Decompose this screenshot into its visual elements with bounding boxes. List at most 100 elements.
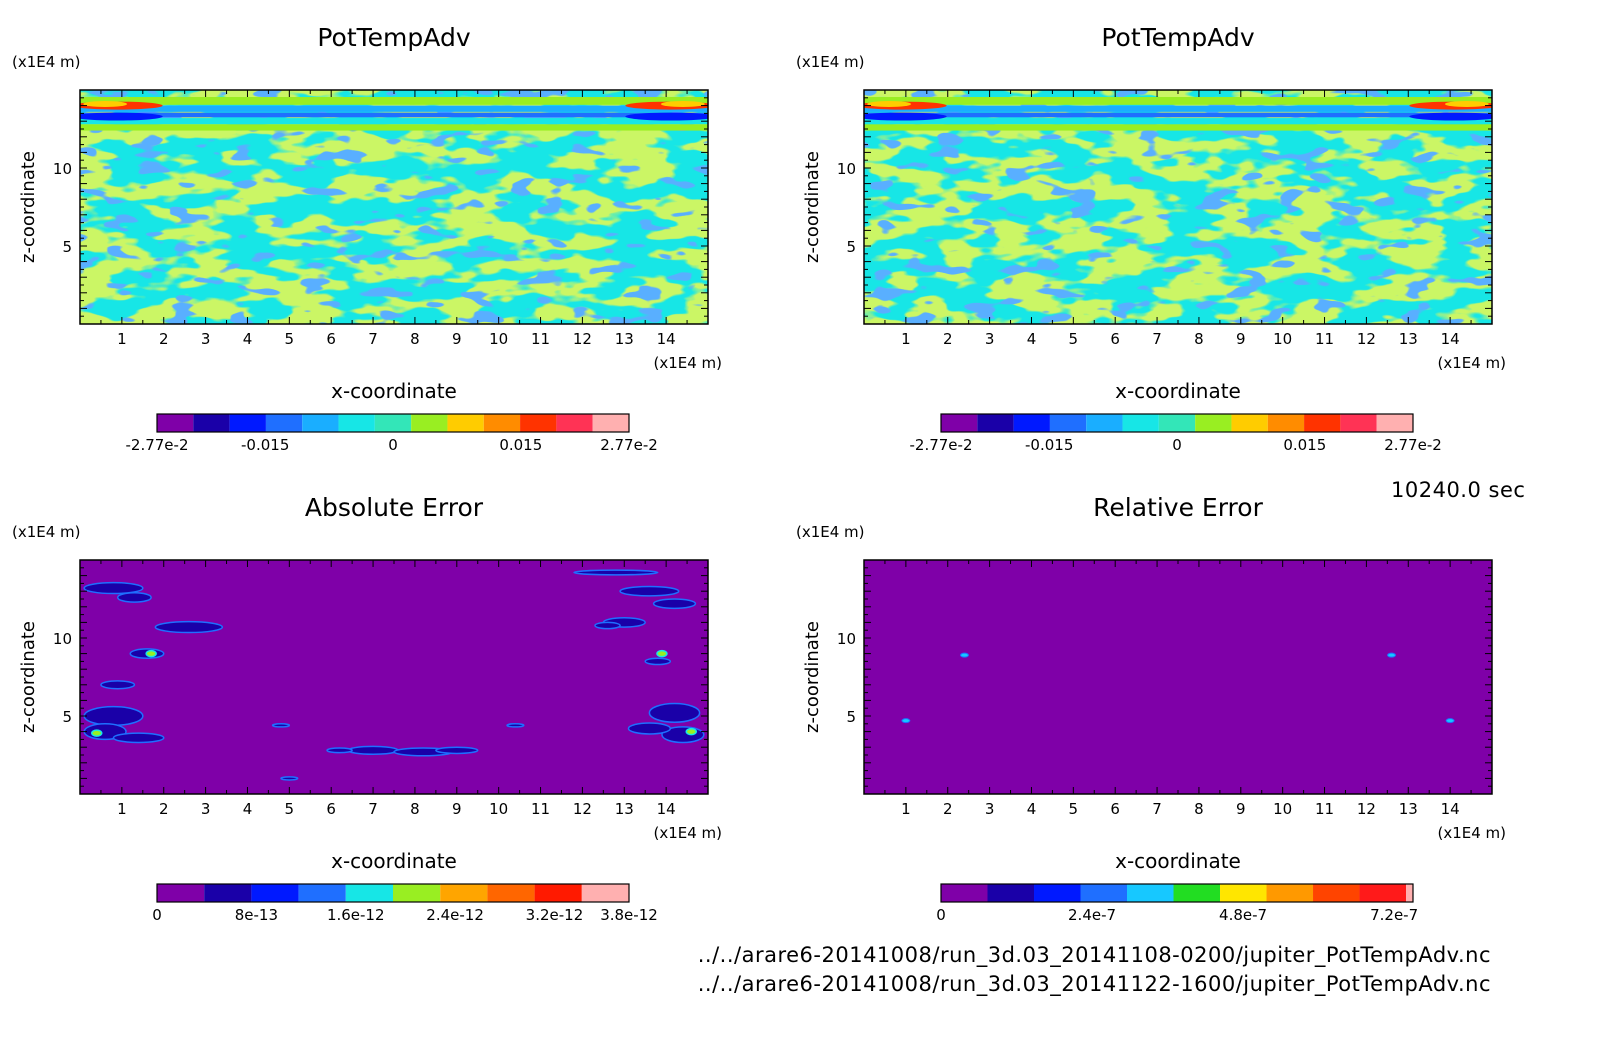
colorbar-box <box>229 414 266 432</box>
error-background <box>80 560 708 794</box>
z-tick-label: 10 <box>837 630 856 648</box>
error-spot-20 <box>644 657 672 666</box>
colorbar: -2.77e-2 -0.015 0 0.015 2.77e-2 <box>910 413 1442 454</box>
rel-error-spot-2 <box>1387 652 1397 658</box>
upper-band-1 <box>80 97 708 105</box>
error-spot-14 <box>573 569 659 576</box>
colorbar-label: -0.015 <box>1025 436 1073 454</box>
colorbar-frame <box>940 413 1414 433</box>
colorbar-label: 0 <box>936 906 946 924</box>
colorbar-box <box>157 414 194 432</box>
x-tick-label: 10 <box>1273 330 1292 348</box>
colorbar: 0 8e-13 1.6e-12 2.4e-12 3.2e-12 3.8e-12 <box>152 883 658 924</box>
error-spot-7 <box>112 732 165 744</box>
colorbar-box <box>345 884 393 902</box>
colorbar-box <box>977 414 1014 432</box>
colorbar-box <box>534 884 582 902</box>
edge-core-1 <box>83 101 128 108</box>
colorbar-label: -0.015 <box>241 436 289 454</box>
x-tick-label: 7 <box>1152 330 1162 348</box>
colorbar-label: 7.2e-7 <box>1370 906 1418 924</box>
x-tick-label: 2 <box>159 800 169 818</box>
z-axis-label: z-coordinate <box>18 621 39 733</box>
colorbar-box <box>556 414 593 432</box>
plot-area <box>864 560 1492 794</box>
colorbar-box <box>1220 884 1267 902</box>
error-peak-2 <box>685 727 698 736</box>
x-tick-label: 11 <box>531 330 550 348</box>
upper-band-5 <box>80 124 708 131</box>
z-unit-label: (x1E4 m) <box>12 523 81 541</box>
error-spot-8 <box>100 680 136 690</box>
colorbar-label: 2.77e-2 <box>1384 436 1442 454</box>
x-tick-label: 8 <box>410 330 420 348</box>
error-spot-21 <box>594 621 621 630</box>
x-tick-label: 4 <box>243 330 253 348</box>
colorbar-frame <box>156 883 630 903</box>
edge-lobe-3 <box>80 112 163 121</box>
upper-band-4 <box>80 118 708 125</box>
colorbar-box <box>1359 884 1407 902</box>
x-tick-label: 1 <box>117 330 127 348</box>
upper-band-2 <box>864 105 1492 112</box>
x-tick-label: 4 <box>1027 800 1037 818</box>
x-tick-label: 5 <box>285 800 295 818</box>
x-tick-label: 3 <box>201 330 211 348</box>
x-tick-label: 3 <box>985 800 995 818</box>
x-tick-label: 12 <box>573 800 592 818</box>
colorbar-label: 1.6e-12 <box>327 906 385 924</box>
colorbar-label: -2.77e-2 <box>910 436 973 454</box>
x-tick-label: 3 <box>201 800 211 818</box>
colorbar-box <box>1158 414 1196 432</box>
x-unit-label: (x1E4 m) <box>1437 824 1506 842</box>
x-tick-label: 4 <box>243 800 253 818</box>
colorbar: 0 2.4e-7 4.8e-7 7.2e-7 <box>936 883 1418 924</box>
x-tick-label: 13 <box>1399 800 1418 818</box>
colorbar-box <box>1231 414 1268 432</box>
colorbar-label: 0 <box>152 906 162 924</box>
x-tick-label: 1 <box>117 800 127 818</box>
colorbar-box <box>440 884 488 902</box>
error-spot-3 <box>154 620 224 634</box>
colorbar-box <box>374 414 412 432</box>
x-axis-label: x-coordinate <box>331 379 457 403</box>
colorbar: -2.77e-2 -0.015 0 0.015 2.77e-2 <box>126 413 658 454</box>
x-tick-label: 8 <box>410 800 420 818</box>
x-tick-label: 9 <box>1236 330 1246 348</box>
colorbar-label: -2.77e-2 <box>126 436 189 454</box>
x-tick-label: 11 <box>1315 800 1334 818</box>
z-tick-label: 10 <box>53 160 72 178</box>
x-tick-label: 12 <box>1357 330 1376 348</box>
error-spot-9 <box>347 745 399 755</box>
x-tick-label: 14 <box>1441 800 1460 818</box>
colorbar-box <box>520 414 557 432</box>
colorbar-box <box>193 414 230 432</box>
edge-lobe-4 <box>625 112 708 121</box>
x-tick-label: 13 <box>615 330 634 348</box>
upper-band-5 <box>864 124 1492 131</box>
edge-lobe-3 <box>864 112 947 121</box>
z-tick-label: 5 <box>62 708 72 726</box>
colorbar-label: 8e-13 <box>235 906 278 924</box>
colorbar-label: 4.8e-7 <box>1219 906 1267 924</box>
error-peak-3 <box>145 649 157 658</box>
error-spot-17 <box>648 702 701 723</box>
file-path-1: ../../arare6-20141008/run_3d.03_20141108… <box>697 943 1491 967</box>
x-tick-label: 5 <box>1069 800 1079 818</box>
colorbar-label: 0 <box>388 436 398 454</box>
colorbar-box <box>1340 414 1377 432</box>
error-spot-15 <box>652 598 697 610</box>
x-unit-label: (x1E4 m) <box>653 354 722 372</box>
x-tick-label: 9 <box>452 330 462 348</box>
panel-title: PotTempAdv <box>317 23 470 52</box>
rel-error-spot-3 <box>901 718 911 724</box>
z-tick-label: 10 <box>837 160 856 178</box>
x-unit-label: (x1E4 m) <box>653 824 722 842</box>
x-axis-label: x-coordinate <box>331 849 457 873</box>
error-spot-24 <box>280 776 299 781</box>
x-tick-label: 11 <box>1315 330 1334 348</box>
